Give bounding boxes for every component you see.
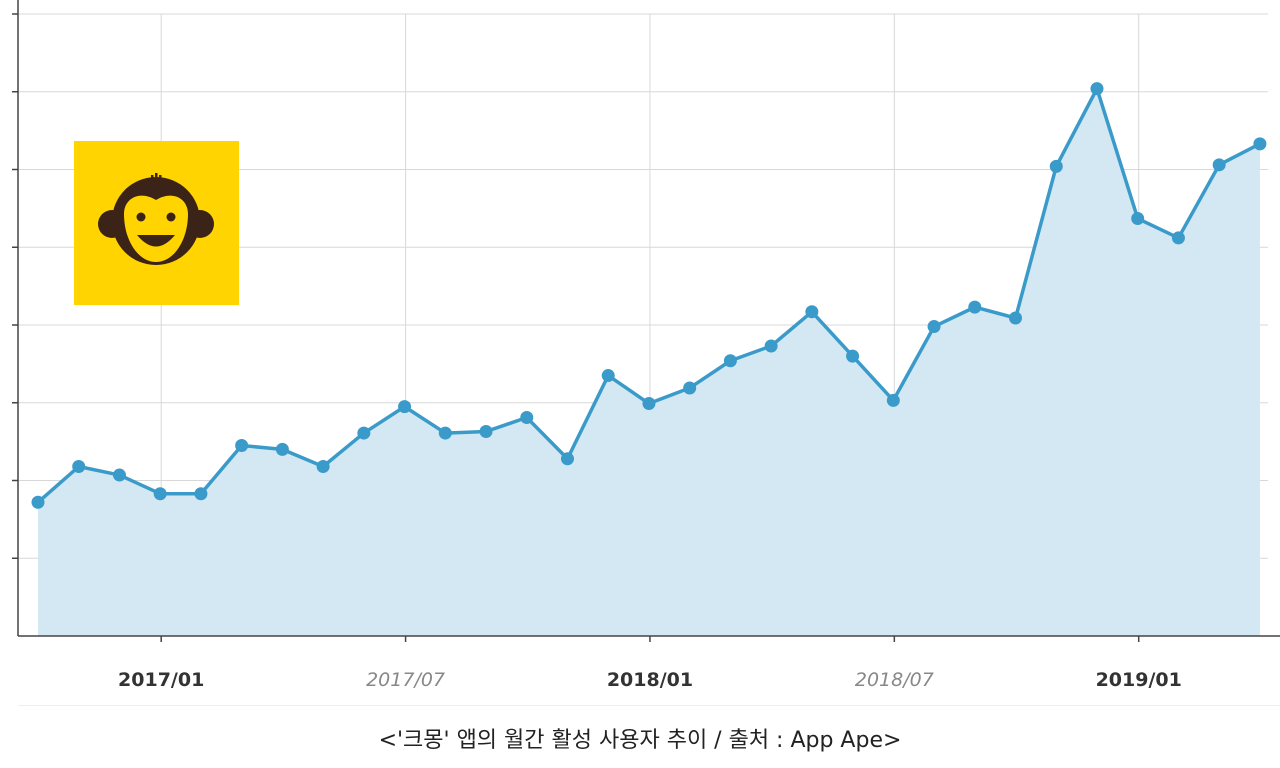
data-point bbox=[846, 349, 860, 363]
x-tick-label: 2018/01 bbox=[607, 669, 693, 691]
data-point bbox=[642, 397, 656, 411]
data-point bbox=[520, 411, 534, 425]
area-fill bbox=[38, 88, 1260, 636]
data-point bbox=[1131, 211, 1145, 225]
data-point bbox=[1049, 159, 1063, 173]
separator bbox=[18, 705, 1280, 706]
data-point bbox=[275, 442, 289, 456]
data-point bbox=[1009, 311, 1023, 325]
data-point bbox=[601, 369, 615, 383]
data-point bbox=[112, 468, 126, 482]
data-point bbox=[560, 452, 574, 466]
x-tick-label: 2018/07 bbox=[855, 669, 934, 691]
x-tick-label: 2019/01 bbox=[1096, 669, 1182, 691]
data-point bbox=[683, 381, 697, 395]
chart-caption: <'크몽' 앱의 월간 활성 사용자 추이 / 출처 : App Ape> bbox=[378, 728, 902, 753]
data-point bbox=[1171, 231, 1185, 245]
data-point bbox=[886, 393, 900, 407]
data-point bbox=[72, 460, 86, 474]
data-point bbox=[357, 426, 371, 440]
data-point bbox=[479, 425, 493, 439]
x-axis-ticks: 2017/01 2017/07 2018/01 2018/07 2019/01 bbox=[118, 636, 1182, 691]
data-point bbox=[968, 300, 982, 314]
data-points bbox=[31, 82, 1267, 509]
x-tick-label: 2017/01 bbox=[118, 669, 204, 691]
data-point bbox=[153, 487, 167, 501]
chart: 2017/01 2017/07 2018/01 2018/07 2019/01 bbox=[12, 0, 1280, 691]
data-point bbox=[927, 320, 941, 334]
data-point bbox=[398, 400, 412, 414]
data-point bbox=[1253, 137, 1267, 151]
monkey-face-icon bbox=[98, 173, 214, 265]
data-point bbox=[1090, 82, 1104, 96]
data-point bbox=[194, 487, 208, 501]
data-point bbox=[235, 439, 249, 453]
logo bbox=[74, 141, 239, 305]
data-point bbox=[438, 426, 452, 440]
data-point bbox=[764, 339, 778, 353]
data-point bbox=[805, 305, 819, 319]
data-point bbox=[1212, 158, 1226, 172]
data-point bbox=[316, 460, 330, 474]
axes bbox=[12, 0, 1280, 637]
x-tick-label: 2017/07 bbox=[366, 669, 445, 691]
data-point bbox=[31, 495, 45, 509]
data-point bbox=[723, 354, 737, 368]
